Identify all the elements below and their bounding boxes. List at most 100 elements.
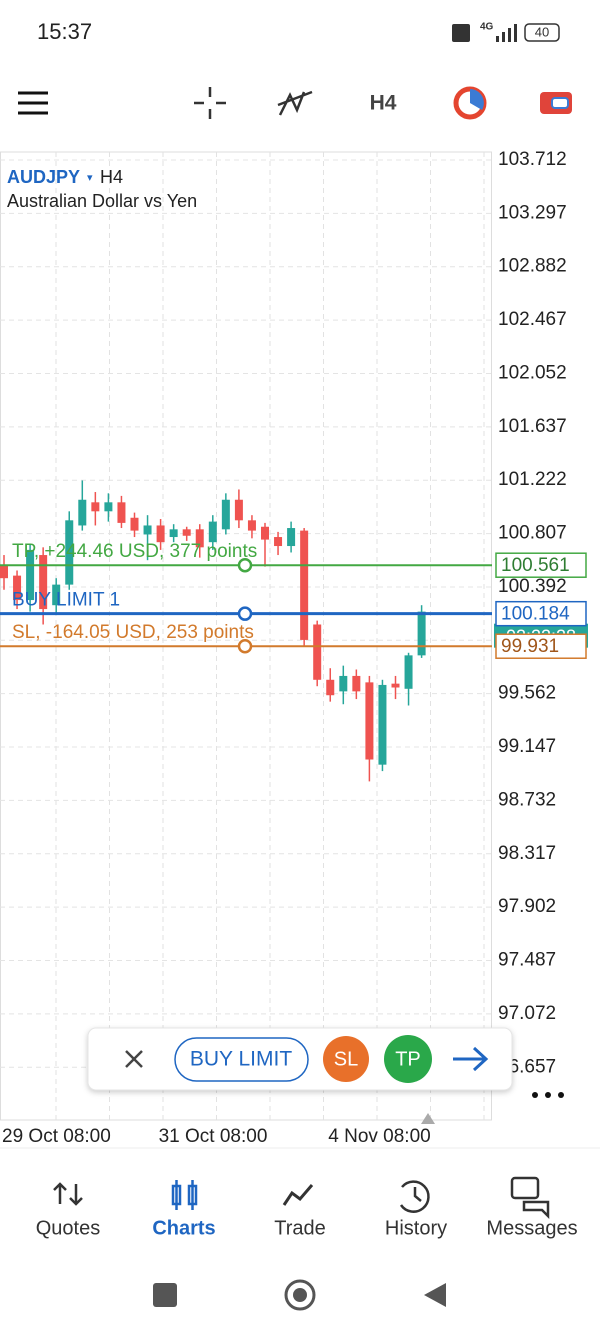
order-handle — [237, 638, 253, 654]
y-tick-label: 102.467 — [498, 309, 567, 330]
sl-label[interactable]: SL — [334, 1048, 358, 1070]
nav-label[interactable]: History — [385, 1217, 447, 1239]
order-price: 100.561 — [501, 555, 570, 576]
candle-body — [378, 684, 387, 765]
symbol-description: Australian Dollar vs Yen — [7, 191, 197, 211]
volte-icon — [452, 24, 470, 42]
tp-label[interactable]: TP — [395, 1048, 421, 1070]
candle-body — [169, 529, 178, 538]
order-price-box — [495, 552, 587, 578]
candle-body — [65, 520, 74, 585]
nav-label[interactable]: Trade — [274, 1217, 326, 1239]
candle-body — [104, 502, 113, 512]
y-tick-label: 103.712 — [498, 149, 567, 170]
y-tick-label: 99.147 — [498, 736, 556, 757]
candle-body — [300, 530, 309, 640]
candle-body — [182, 529, 191, 536]
candle-body — [391, 683, 400, 688]
symbol[interactable]: AUDJPY — [7, 167, 80, 187]
y-tick-label: 101.222 — [498, 469, 567, 490]
charts-icon[interactable] — [171, 1180, 198, 1210]
clock: 15:37 — [37, 19, 92, 44]
order-price-box — [495, 633, 587, 659]
y-tick-label: 97.072 — [498, 1003, 556, 1024]
trade-icon-part — [551, 97, 569, 109]
symbol-dropdown[interactable]: ▾ — [87, 172, 93, 184]
bottom-nav: Quotes Charts Trade History Messages — [36, 1217, 578, 1239]
home-button[interactable] — [284, 1279, 316, 1311]
objects-icon-part — [470, 89, 484, 110]
candle-body — [313, 624, 322, 680]
candle-body — [91, 502, 100, 512]
back-button[interactable] — [424, 1283, 446, 1307]
quotes-icon[interactable] — [53, 1182, 83, 1206]
candle-body — [352, 675, 361, 692]
timeframe-button[interactable]: H4 — [370, 92, 397, 115]
y-tick-label: 96.657 — [498, 1056, 556, 1077]
y-tick-label: 98.317 — [498, 843, 556, 864]
home-dot — [293, 1288, 307, 1302]
y-tick-label: 97.902 — [498, 896, 556, 917]
battery-level: 40 — [535, 24, 549, 39]
nav-label[interactable]: Messages — [486, 1217, 577, 1239]
order-type[interactable]: BUY LIMIT — [190, 1048, 292, 1071]
order-type-button[interactable] — [174, 1037, 309, 1082]
battery-icon — [524, 23, 560, 42]
candle-body — [52, 584, 61, 606]
close-button[interactable] — [125, 1050, 143, 1068]
candle-body — [404, 655, 413, 689]
candle-body — [13, 575, 22, 601]
candle-body — [195, 529, 204, 548]
crosshair-button[interactable] — [194, 87, 226, 119]
candle-body — [156, 525, 165, 543]
indicators-button[interactable] — [277, 90, 313, 116]
y-tick-label: 102.052 — [498, 362, 567, 383]
more-button[interactable] — [532, 1092, 564, 1098]
x-tick-label: 4 Nov 08:00 — [328, 1126, 430, 1147]
candle-body — [143, 525, 152, 535]
y-tick-label: 98.732 — [498, 789, 556, 810]
candle-body — [26, 549, 35, 601]
scroll-marker — [421, 1113, 435, 1124]
candle-body — [39, 555, 48, 610]
candle-body — [365, 682, 374, 760]
candle-body — [221, 499, 230, 530]
y-tick-label: 101.637 — [498, 416, 567, 437]
plot — [0, 159, 492, 1068]
trade-icon[interactable] — [282, 1184, 314, 1206]
y-tick-label: 97.487 — [498, 950, 556, 971]
y-tick-label: 103.297 — [498, 202, 567, 223]
x-tick-label: 31 Oct 08:00 — [159, 1126, 268, 1147]
candle-body — [326, 679, 335, 696]
place-order-button[interactable] — [453, 1046, 489, 1072]
messages-icon[interactable] — [510, 1176, 550, 1220]
candle-body — [78, 499, 87, 526]
candle-body — [339, 675, 348, 692]
network: 4G — [480, 22, 494, 33]
order-price: 100.184 — [501, 604, 570, 625]
tp-button[interactable] — [384, 1035, 432, 1083]
nav-label[interactable]: Charts — [152, 1217, 215, 1239]
recents-button[interactable] — [153, 1283, 177, 1307]
history-icon[interactable] — [399, 1180, 430, 1213]
order-label: BUY LIMIT 1 — [12, 590, 120, 611]
nav-label[interactable]: Quotes — [36, 1217, 100, 1239]
y-tick-label: 100.392 — [498, 576, 567, 597]
candle-body — [247, 520, 256, 531]
order-label: SL, -164.05 USD, 253 points — [12, 622, 254, 643]
order-label: TP, +244.46 USD, 377 points — [12, 541, 257, 562]
order-handle — [237, 557, 253, 573]
x-tick-label: 29 Oct 08:00 — [2, 1126, 111, 1147]
sl-button[interactable] — [323, 1036, 369, 1082]
order-price: 99.931 — [501, 636, 559, 657]
candle-body — [130, 517, 139, 531]
menu-button[interactable] — [18, 91, 48, 115]
signal-icon — [496, 24, 517, 42]
y-tick-label: 102.882 — [498, 256, 567, 277]
order-lines: 02:22:28TP, +244.46 USD, 377 points100.5… — [0, 541, 588, 659]
order-handle — [237, 606, 253, 621]
candle-body — [261, 526, 269, 540]
